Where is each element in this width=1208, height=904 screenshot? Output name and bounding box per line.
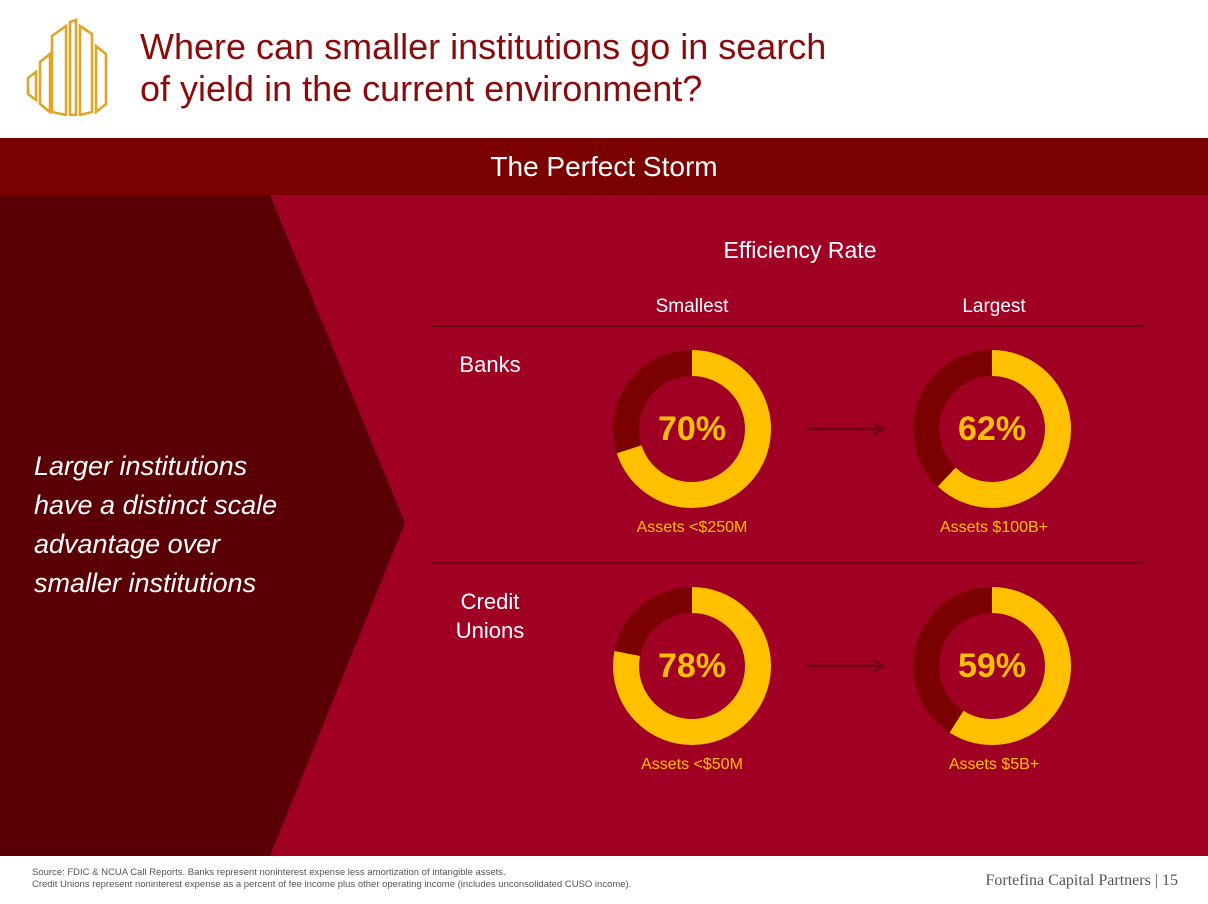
caption-banks-largest: Assets $100B+ [939,519,1049,536]
donut-ring [913,350,1071,508]
takeaway-line-1: Larger institutions [34,451,248,481]
source-line-2: Credit Unions represent noninterest expe… [32,879,632,890]
donut-credit-unions-largest: 59% [907,581,1077,751]
header-divider [432,325,1145,327]
row-divider [432,562,1145,564]
takeaway-line-2: have a distinct scale [34,490,278,520]
row-label-banks: Banks [440,350,540,379]
row-label-line: Credit [460,589,520,614]
main-panel: Larger institutions have a distinct scal… [0,195,1208,856]
chevron-arrow-shape [0,195,405,856]
efficiency-rate-heading: Efficiency Rate [723,237,877,263]
donut-value-arc [913,587,1071,745]
donut-value-label: 78% [657,646,727,685]
section-banner: The Perfect Storm [0,138,1208,195]
banner-label: The Perfect Storm [490,150,718,182]
caption-credit-unions-smallest: Assets <$50M [641,756,743,773]
column-header-largest: Largest [962,296,1026,317]
donut-ring [613,587,771,745]
donut-value-arc [613,587,771,745]
donut-value-label: 70% [657,409,727,448]
title-line-1: Where can smaller institutions go in sea… [140,26,827,67]
arrow-right-icon [805,659,886,673]
donut-ring [613,350,771,508]
column-header-smallest: Smallest [655,296,729,317]
donut-ring [913,587,1071,745]
source-footnote: Source: FDIC & NCUA Call Reports. Banks … [32,867,852,891]
title-line-2: of yield in the current environment? [140,68,703,109]
donut-value-label: 62% [957,409,1027,448]
donut-credit-unions-smallest: 78% [607,581,777,751]
building-logo-icon [26,18,108,116]
donut-banks-smallest: 70% [607,344,777,514]
takeaway-line-3: advantage over [34,529,221,559]
takeaway-line-4: smaller institutions [34,568,257,598]
arrow-right-icon [805,422,886,436]
donut-banks-largest: 62% [907,344,1077,514]
key-takeaway: Larger institutions have a distinct scal… [34,447,364,603]
donut-value-label: 59% [957,646,1027,685]
footer-brand-page-number: Fortefina Capital Partners | 15 [985,872,1179,889]
donut-value-arc [613,350,771,508]
source-line-1: Source: FDIC & NCUA Call Reports. Banks … [32,867,506,878]
caption-banks-smallest: Assets <$250M [636,519,748,536]
row-label-credit-unions: Credit Unions [440,587,540,645]
row-label-line: Banks [459,352,521,377]
donut-value-arc [913,350,1071,508]
caption-credit-unions-largest: Assets $5B+ [948,756,1040,773]
page-title: Where can smaller institutions go in sea… [140,26,1120,110]
row-label-line: Unions [455,618,525,643]
